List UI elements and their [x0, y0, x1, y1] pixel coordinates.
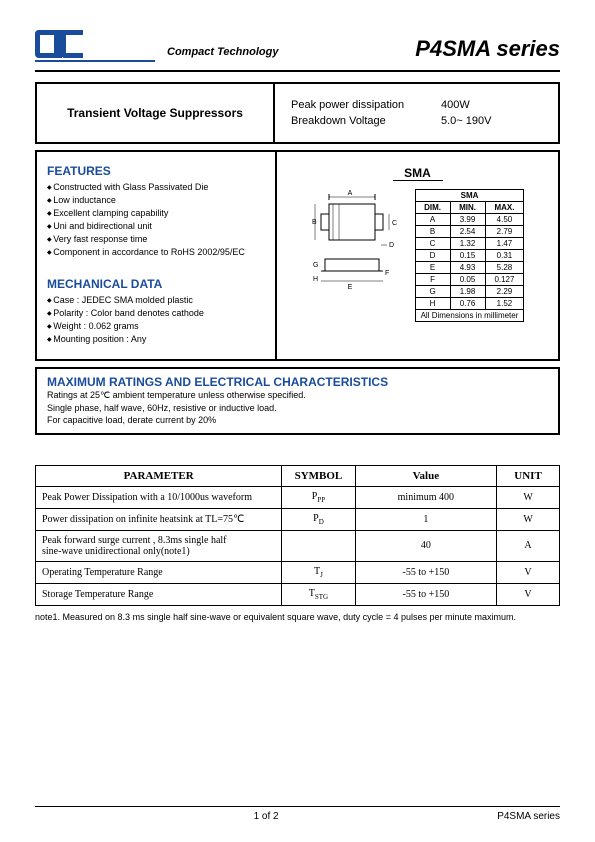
table-row: Peak Power Dissipation with a 10/1000us … — [36, 486, 560, 508]
table-row: F0.050.127 — [415, 274, 524, 286]
max-ratings-heading: MAXIMUM RATINGS AND ELECTRICAL CHARACTER… — [47, 375, 548, 389]
package-drawing-icon: A B C D E G H F — [311, 189, 401, 299]
spec-line-2: Breakdown Voltage 5.0~ 190V — [291, 115, 542, 127]
svg-text:G: G — [313, 262, 318, 269]
table-row: A3.994.50 — [415, 214, 524, 226]
dim-title: SMA — [415, 190, 524, 202]
pt-h2: Value — [355, 465, 496, 486]
feature-item: Constructed with Glass Passivated Die — [47, 182, 265, 192]
title-left: Transient Voltage Suppressors — [35, 82, 275, 144]
footer-series: P4SMA series — [497, 811, 560, 822]
table-row: D0.150.31 — [415, 250, 524, 262]
features-left: FEATURES Constructed with Glass Passivat… — [37, 152, 277, 359]
title-row: Transient Voltage Suppressors Peak power… — [35, 82, 560, 144]
package-panel: SMA A B C D E G H — [277, 152, 558, 359]
dim-h1: MIN. — [450, 202, 485, 214]
logo-block: Compact Technology — [35, 30, 278, 62]
pt-h1: SYMBOL — [282, 465, 355, 486]
footer-page: 1 of 2 — [254, 811, 279, 822]
svg-text:A: A — [347, 190, 352, 197]
page-footer: 1 of 2 P4SMA series — [35, 806, 560, 822]
mechanical-list: Case : JEDEC SMA molded plastic Polarity … — [47, 295, 265, 344]
features-row: FEATURES Constructed with Glass Passivat… — [35, 150, 560, 361]
table-row: Operating Temperature RangeTJ-55 to +150… — [36, 561, 560, 583]
parameter-table: PARAMETER SYMBOL Value UNIT Peak Power D… — [35, 465, 560, 606]
mechanical-item: Polarity : Color band denotes cathode — [47, 308, 265, 318]
table-row: G1.982.29 — [415, 286, 524, 298]
features-heading: FEATURES — [47, 164, 265, 178]
feature-item: Uni and bidirectional unit — [47, 221, 265, 231]
header-rule — [35, 70, 560, 72]
svg-text:D: D — [389, 242, 394, 249]
company-name: Compact Technology — [167, 46, 278, 58]
feature-item: Excellent clamping capability — [47, 208, 265, 218]
dim-note: All Dimensions in millimeter — [415, 310, 524, 322]
table-row: C1.321.47 — [415, 238, 524, 250]
table-row: H0.761.52 — [415, 298, 524, 310]
svg-text:E: E — [347, 284, 352, 291]
mechanical-item: Weight : 0.062 grams — [47, 321, 265, 331]
table-row: Power dissipation on infinite heatsink a… — [36, 508, 560, 530]
dim-h0: DIM. — [415, 202, 450, 214]
max-ratings-line2: Single phase, half wave, 60Hz, resistive… — [47, 402, 548, 415]
svg-text:C: C — [392, 220, 397, 227]
max-ratings-box: MAXIMUM RATINGS AND ELECTRICAL CHARACTER… — [35, 367, 560, 435]
spec1-label: Peak power dissipation — [291, 99, 431, 111]
title-right: Peak power dissipation 400W Breakdown Vo… — [275, 82, 560, 144]
package-label: SMA — [393, 166, 443, 181]
svg-text:B: B — [312, 219, 317, 226]
mechanical-item: Mounting position : Any — [47, 334, 265, 344]
product-title: Transient Voltage Suppressors — [67, 106, 243, 120]
spec1-value: 400W — [441, 99, 470, 111]
table-row: E4.935.28 — [415, 262, 524, 274]
feature-item: Component in accordance to RoHS 2002/95/… — [47, 247, 265, 257]
feature-item: Very fast response time — [47, 234, 265, 244]
note1: note1. Measured on 8.3 ms single half si… — [35, 612, 560, 622]
max-ratings-line3: For capacitive load, derate current by 2… — [47, 414, 548, 427]
table-row: Storage Temperature RangeTSTG-55 to +150… — [36, 583, 560, 605]
table-row: Peak forward surge current , 8.3ms singl… — [36, 530, 560, 561]
series-title: P4SMA series — [415, 36, 560, 62]
mechanical-heading: MECHANICAL DATA — [47, 277, 265, 291]
page-header: Compact Technology P4SMA series — [35, 30, 560, 62]
max-ratings-line1: Ratings at 25℃ ambient temperature unles… — [47, 389, 548, 402]
spec2-value: 5.0~ 190V — [441, 115, 491, 127]
dimension-table: SMA DIM. MIN. MAX. A3.994.50B2.542.79C1.… — [415, 189, 525, 322]
features-list: Constructed with Glass Passivated Die Low… — [47, 182, 265, 257]
pt-h0: PARAMETER — [36, 465, 282, 486]
table-row: B2.542.79 — [415, 226, 524, 238]
feature-item: Low inductance — [47, 195, 265, 205]
spec2-label: Breakdown Voltage — [291, 115, 431, 127]
spec-line-1: Peak power dissipation 400W — [291, 99, 542, 111]
mechanical-item: Case : JEDEC SMA molded plastic — [47, 295, 265, 305]
logo-icon — [35, 30, 155, 62]
dim-h2: MAX. — [485, 202, 524, 214]
pt-h3: UNIT — [497, 465, 560, 486]
svg-text:F: F — [385, 270, 389, 277]
svg-text:H: H — [313, 276, 318, 283]
